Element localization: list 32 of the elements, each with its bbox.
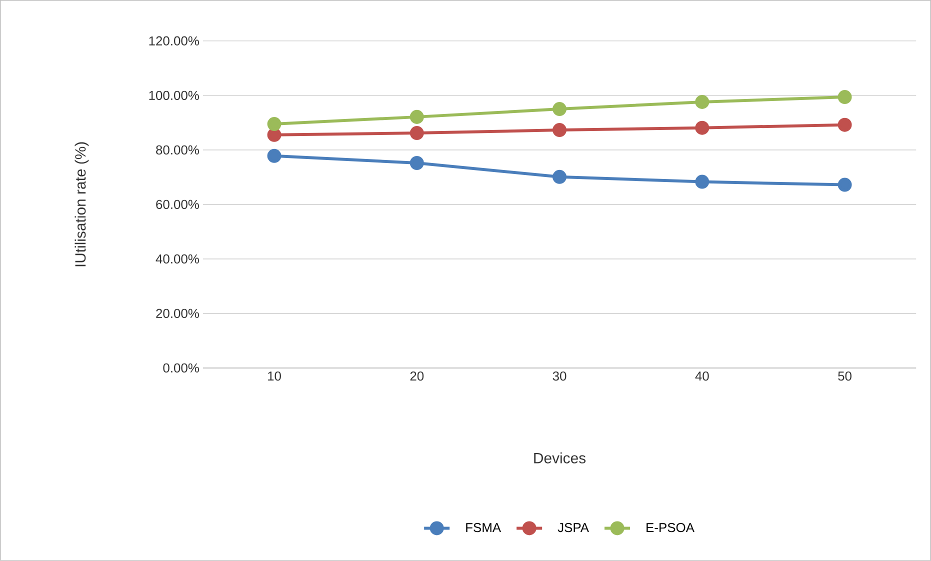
point — [410, 156, 424, 170]
y-tick-label: 80.00% — [156, 145, 199, 155]
point — [267, 148, 282, 163]
point — [838, 178, 852, 192]
x-tick-label: 30 — [552, 372, 566, 381]
point — [410, 110, 424, 124]
y-axis-title: IUtilisation rate (%) — [74, 142, 89, 266]
point — [267, 117, 282, 132]
point — [695, 94, 710, 109]
x-tick-label: 40 — [695, 372, 709, 381]
point — [695, 120, 710, 135]
y-tick-label: 20.00% — [156, 308, 199, 318]
legend-label: FSMA — [466, 523, 502, 532]
point — [267, 128, 282, 142]
legend-label: JSPA — [558, 523, 589, 532]
point — [552, 123, 567, 138]
y-tick-label: 60.00% — [156, 200, 199, 210]
legend-label: E-PSOA — [646, 523, 694, 532]
point — [838, 118, 852, 132]
x-tick-label: 10 — [268, 372, 281, 381]
x-tick-label: 20 — [410, 372, 424, 381]
point — [838, 90, 852, 104]
y-tick-label: 40.00% — [156, 254, 199, 264]
x-tick-label: 50 — [838, 372, 852, 381]
y-tick-label: 120.00% — [149, 36, 199, 46]
point — [410, 126, 424, 140]
point — [552, 170, 567, 184]
point — [552, 102, 567, 116]
x-axis-title: Devices — [534, 452, 586, 464]
y-tick-label: 0.00% — [163, 363, 199, 373]
y-tick-label: 100.00% — [149, 90, 199, 100]
point — [695, 174, 710, 189]
